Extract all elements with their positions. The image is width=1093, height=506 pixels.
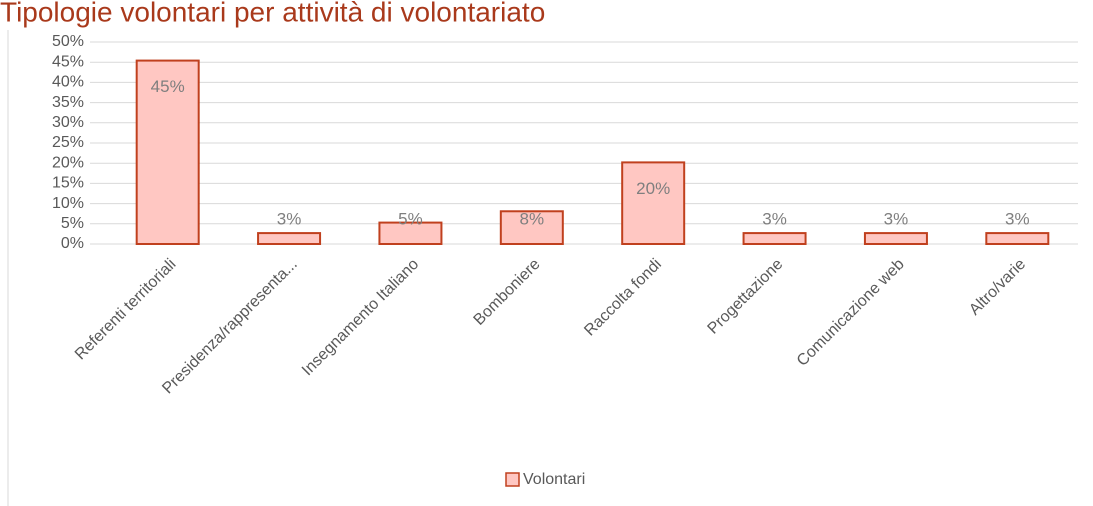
x-tick-label: Comunicazione web — [794, 256, 908, 370]
legend-label: Volontari — [523, 471, 585, 488]
data-label: 3% — [762, 209, 787, 228]
x-tick-label: Insegnamento Italiano — [299, 256, 422, 379]
bar — [985, 232, 1050, 245]
data-label: 5% — [398, 209, 423, 228]
y-tick-label: 0% — [61, 235, 84, 252]
x-tick-label: Bomboniere — [471, 256, 544, 329]
y-tick-label: 5% — [61, 215, 84, 232]
x-tick-label: Referenti territoriali — [72, 256, 180, 364]
data-label: 45% — [151, 77, 185, 96]
legend-swatch — [505, 472, 520, 487]
bar — [499, 210, 564, 245]
y-tick-label: 40% — [52, 74, 84, 91]
bar — [863, 232, 928, 245]
bar — [257, 232, 322, 245]
bar — [378, 221, 443, 245]
y-tick-label: 25% — [52, 134, 84, 151]
x-tick-label: Progettazione — [705, 256, 787, 338]
data-label: 20% — [636, 179, 670, 198]
y-tick-label: 45% — [52, 53, 84, 70]
x-tick-label: Presidenza/rappresenta... — [159, 256, 301, 398]
y-tick-label: 30% — [52, 114, 84, 131]
data-label: 3% — [1005, 209, 1030, 228]
y-tick-label: 15% — [52, 175, 84, 192]
y-tick-label: 35% — [52, 94, 84, 111]
x-tick-label: Altro/varie — [966, 256, 1029, 319]
chart-title: Tipologie volontari per attività di volo… — [0, 0, 545, 27]
x-tick-label: Raccolta fondi — [581, 256, 665, 340]
data-label: 3% — [884, 209, 909, 228]
bar — [742, 232, 807, 245]
bar — [621, 161, 686, 245]
y-tick-label: 20% — [52, 154, 84, 171]
y-tick-label: 10% — [52, 195, 84, 212]
bar — [135, 59, 200, 245]
y-tick-label: 50% — [52, 33, 84, 50]
data-label: 3% — [277, 209, 302, 228]
data-label: 8% — [520, 209, 545, 228]
